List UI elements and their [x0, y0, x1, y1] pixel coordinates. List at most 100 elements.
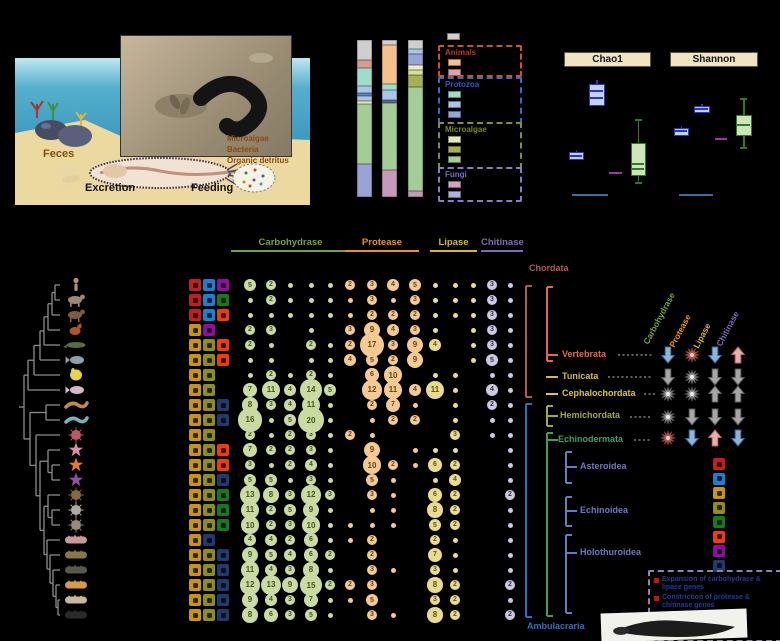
gene-count-dot: 4 [409, 384, 421, 396]
gene-count-dot: 9 [363, 441, 381, 459]
taxon-icon-gold [189, 324, 201, 336]
gene-count-dot: 10 [384, 366, 402, 384]
quad [78, 318, 80, 322]
star [68, 472, 84, 487]
gene-count-dot: 7 [385, 397, 401, 413]
gene-count-dot: 2 [285, 430, 295, 440]
gene-count-dot: 2 [285, 445, 295, 455]
gene-count-dot: 2 [410, 310, 420, 320]
gene-count-dot: 3 [429, 564, 441, 576]
gene-count-dot: 2 [450, 505, 460, 515]
gene-count-dot [507, 282, 513, 288]
gene-count-dot: 2 [367, 550, 377, 560]
gene-count-dot: 2 [245, 340, 255, 350]
gene-count-dot [287, 282, 293, 288]
taxon-icon-gold [189, 354, 201, 366]
legend-item: Constriction of protease & chitinase gen… [654, 594, 776, 610]
enzyme-header-lipase: Lipase [438, 237, 469, 248]
gene-count-dot [507, 297, 513, 303]
gene-count-dot: 13 [260, 574, 282, 596]
feces-pellets [57, 166, 80, 191]
gene-count-dot: 16 [238, 408, 262, 432]
taxon-icon-gold [189, 399, 201, 411]
gene-count-dot: 4 [344, 354, 356, 366]
gene-count-dot: 4 [244, 534, 256, 546]
fish [70, 386, 84, 394]
quad [68, 311, 82, 319]
legend-bullet-icon [654, 578, 659, 583]
trend-arrow-down [660, 346, 676, 364]
gene-count-dot [507, 552, 513, 558]
species-image-urchin [68, 502, 84, 518]
gene-count-dot [452, 372, 458, 378]
taxon-icon-gold [189, 519, 201, 531]
taxon-icon-navy [217, 549, 229, 561]
gene-count-dot [452, 387, 458, 393]
gene-count-dot: 2 [450, 460, 460, 470]
gene-count-dot [390, 492, 396, 498]
food-particles-oval [232, 163, 276, 193]
gene-count-dot: 2 [505, 490, 515, 500]
gene-count-dot [327, 477, 333, 483]
taxon-icon-olive [203, 429, 215, 441]
gene-count-dot [327, 312, 333, 318]
gene-count-dot [470, 312, 476, 318]
gene-count-dot: 3 [366, 609, 378, 621]
gene-count-dot: 2 [285, 460, 295, 470]
gene-count-dot: 2 [367, 400, 377, 410]
gene-count-dot: 3 [366, 579, 378, 591]
taxon-icon-blue [203, 294, 215, 306]
gene-count-dot [507, 357, 513, 363]
trend-arrow-up [707, 385, 723, 403]
urchin [70, 489, 73, 492]
gene-count-dot: 6 [264, 608, 278, 622]
clade-label-holothuroidea: Holothuroidea [580, 547, 641, 557]
gene-count-dot: 2 [266, 520, 276, 530]
gene-count-dot [390, 567, 396, 573]
gene-count-dot [308, 282, 314, 288]
gene-count-dot: 2 [325, 550, 335, 560]
taxon-icon-purple [203, 324, 215, 336]
gene-count-dot: 6 [304, 533, 318, 547]
enzyme-header-carbohydrase: Carbohydrase [258, 237, 323, 248]
cuke [68, 550, 70, 553]
gene-count-dot [507, 522, 513, 528]
taxon-icon-red [189, 279, 201, 291]
quad [80, 294, 85, 300]
gene-count-dot [268, 342, 274, 348]
species-image-star [68, 457, 84, 472]
trend-arrow-down [730, 368, 746, 386]
legend-item: Expansion of carbohydrase & lipase genes [654, 576, 776, 592]
taxon-icon-gold [189, 549, 201, 561]
taxon-icon-red [189, 309, 201, 321]
worm [64, 416, 89, 424]
gene-count-dot: 10 [302, 516, 320, 534]
gene-count-dot [507, 567, 513, 573]
croc [63, 345, 67, 348]
enzyme-header-protease: Protease [361, 237, 403, 248]
gene-count-dot [268, 312, 274, 318]
cuke [74, 565, 76, 567]
trend-arrow-down [707, 346, 723, 364]
trend-arrow-down [684, 429, 700, 447]
cuke [68, 610, 70, 613]
species-image-star [68, 472, 84, 487]
gene-count-dot [452, 537, 458, 543]
gene-count-dot [268, 432, 274, 438]
gene-count-dot: 3 [284, 609, 296, 621]
taxon-icon-olive [203, 519, 215, 531]
taxon-icon-orange [217, 309, 229, 321]
gene-count-dot: 20 [298, 407, 324, 433]
enzyme-header-underline [481, 250, 523, 252]
cuke [80, 610, 82, 613]
gene-count-dot: 5 [283, 413, 297, 427]
gene-count-dot [489, 432, 495, 438]
icon-legend-green [713, 516, 725, 528]
taxon-icon-olive [203, 474, 215, 486]
blob [71, 368, 75, 374]
corals-and-rocks [30, 100, 92, 147]
gene-count-dot [390, 477, 396, 483]
gene-count-dot [507, 387, 513, 393]
gene-count-dot [327, 612, 333, 618]
gene-count-dot [452, 297, 458, 303]
